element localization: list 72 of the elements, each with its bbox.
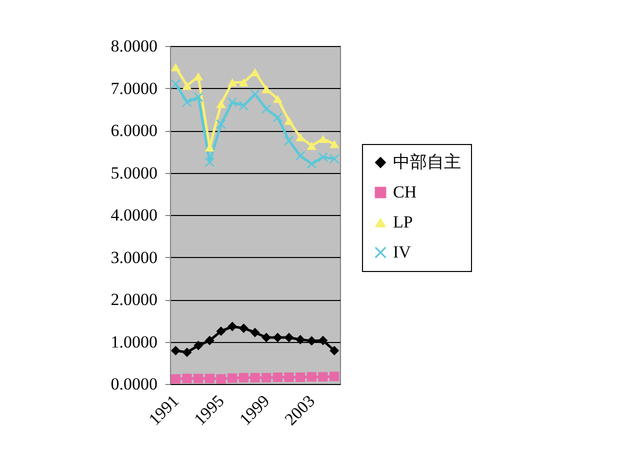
point: [330, 140, 340, 148]
point: [216, 100, 226, 108]
point: [238, 323, 248, 333]
point: [170, 63, 180, 72]
point: [182, 82, 192, 90]
point: [262, 372, 272, 382]
point: [296, 133, 306, 142]
point: [238, 372, 248, 382]
point: [296, 372, 306, 382]
point: [238, 100, 248, 110]
point: [296, 151, 306, 161]
point: [330, 346, 340, 356]
point: [228, 78, 238, 86]
point: [204, 374, 214, 384]
point: [228, 97, 238, 107]
point: [272, 372, 282, 382]
y-tick-label: 4.0000: [110, 206, 158, 224]
legend-label: CH: [393, 182, 417, 202]
point: [272, 112, 282, 122]
point: [272, 332, 282, 342]
point: [216, 326, 226, 336]
point: [170, 346, 180, 356]
y-tick-label: 1.0000: [110, 332, 158, 352]
y-tick-label: 7.0000: [110, 78, 158, 98]
point: [284, 136, 294, 146]
point: [204, 336, 214, 346]
point: [318, 336, 328, 346]
point: [318, 152, 328, 162]
legend-label: LP: [393, 212, 413, 232]
point: [250, 68, 260, 76]
point: [170, 374, 180, 384]
y-tick-label: 3.0000: [110, 248, 158, 267]
point: [306, 159, 316, 169]
point: [194, 92, 204, 102]
y-tick-label: 6.0000: [110, 121, 158, 140]
point: [204, 157, 214, 167]
point: [216, 374, 226, 384]
point: [262, 104, 272, 114]
point: [228, 322, 238, 332]
point: [182, 348, 192, 358]
point: [182, 97, 192, 107]
x-tick-label: 1991: [145, 391, 183, 429]
point: [284, 332, 294, 342]
point: [250, 89, 260, 99]
point: [194, 340, 204, 350]
point: [216, 119, 226, 129]
point: [194, 374, 204, 384]
legend-label: IV: [393, 242, 412, 262]
point: [228, 373, 238, 383]
y-tick-label: 2.0000: [110, 290, 158, 309]
point: [272, 94, 282, 103]
point: [306, 142, 316, 150]
point: [284, 372, 294, 382]
point: [250, 328, 260, 338]
point: [170, 79, 180, 89]
point: [306, 372, 316, 382]
y-tick-label: 8.0000: [110, 36, 158, 56]
y-tick-label: 0.0000: [110, 374, 158, 394]
point: [182, 374, 192, 384]
y-tick-label: 5.0000: [110, 163, 158, 182]
point: [284, 116, 294, 125]
point: [318, 372, 328, 382]
point: [238, 78, 248, 86]
point: [306, 336, 316, 346]
point: [194, 72, 204, 81]
point: [330, 154, 340, 164]
point: [250, 372, 260, 382]
point: [296, 334, 306, 344]
legend-label: 中部自主: [393, 152, 461, 172]
point: [318, 134, 328, 144]
point: [330, 372, 340, 382]
point: [262, 332, 272, 342]
